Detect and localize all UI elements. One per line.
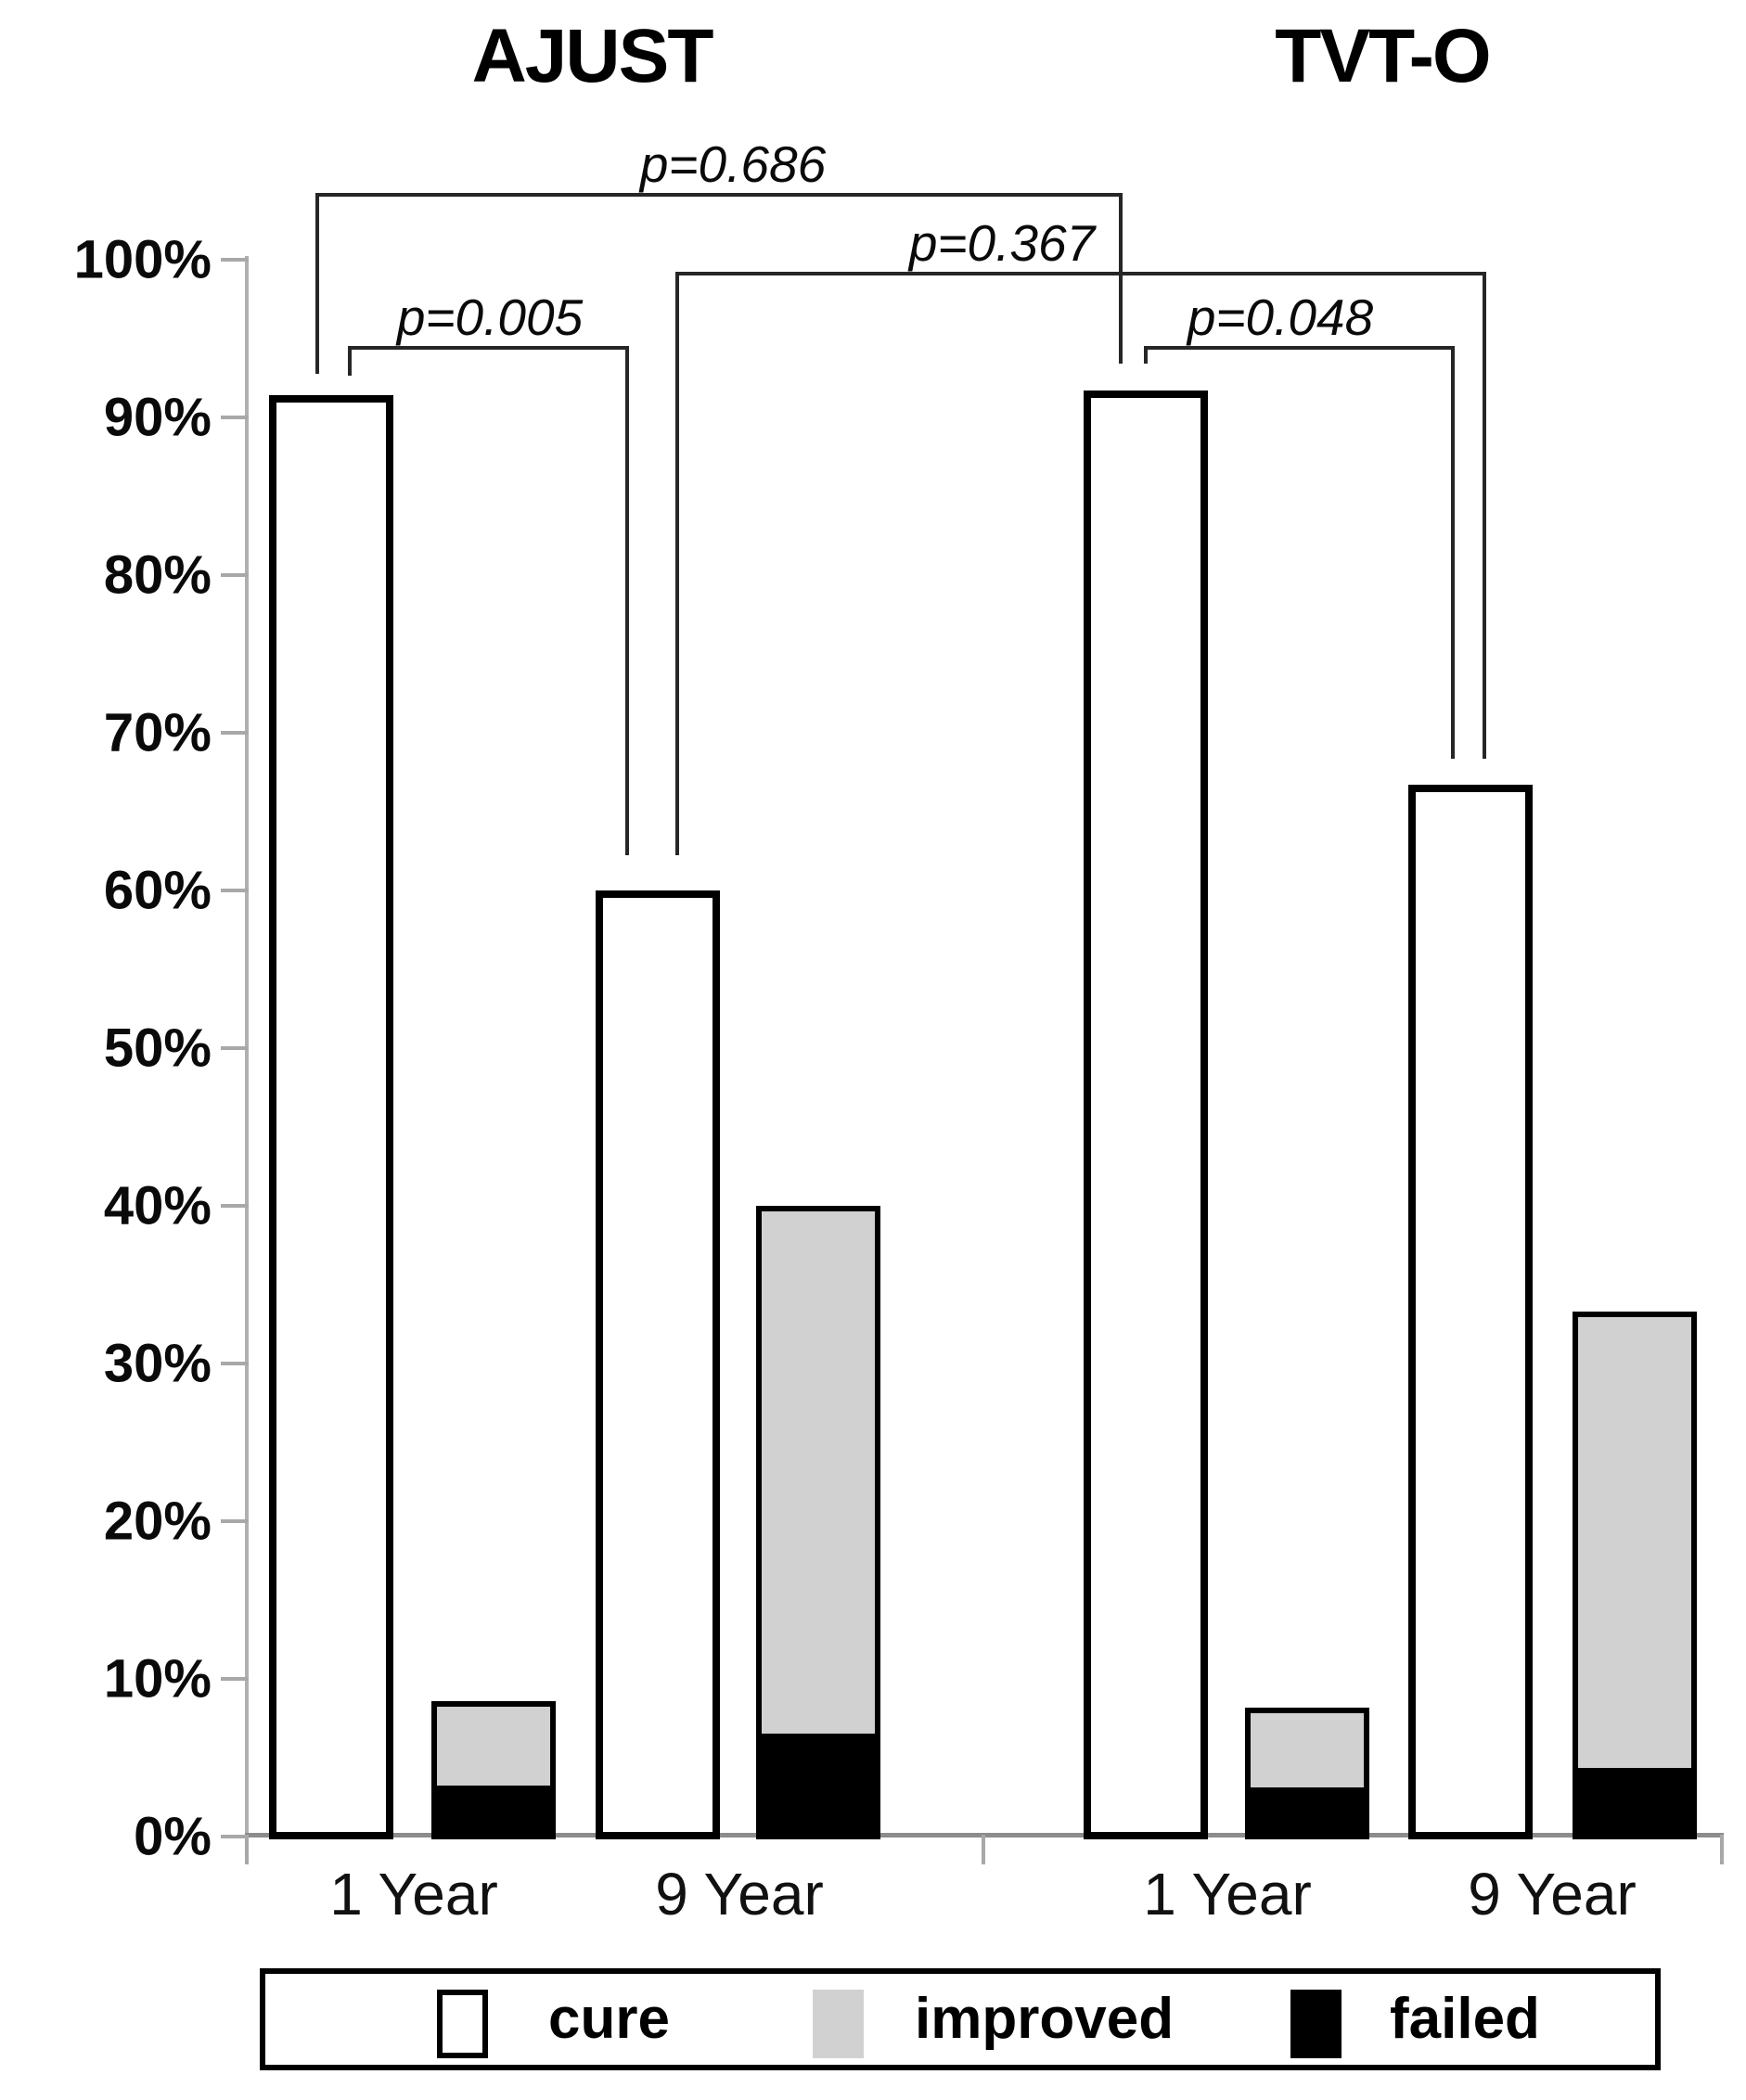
stacked-bar-ajust-9year [756, 1206, 880, 1839]
y-tick-mark [221, 1362, 249, 1365]
stacked-bar-ajust-1year [431, 1700, 556, 1839]
y-tick-label: 60% [103, 860, 212, 921]
cure-bar-ajust-1year [269, 395, 393, 1839]
pvalue-bracket-vertical [625, 346, 629, 855]
x-axis-category-label: 9 Year [655, 1861, 824, 1927]
x-axis-divider-tick [245, 1835, 249, 1864]
y-tick-mark [221, 1046, 249, 1050]
pvalue-bracket-vertical [1451, 346, 1455, 759]
failed-segment [1251, 1786, 1364, 1834]
pvalue-bracket-horizontal [315, 193, 1123, 197]
y-tick-mark [221, 416, 249, 419]
pvalue-bracket-horizontal [675, 272, 1486, 275]
y-tick-label: 100% [73, 229, 212, 290]
y-tick-mark [221, 1677, 249, 1681]
legend-swatch-improved [813, 1990, 864, 2058]
failed-segment [437, 1786, 550, 1834]
pvalue-label: p=0.005 [396, 288, 584, 346]
legend-label-improved: improved [915, 1987, 1175, 2051]
x-axis-divider-tick [982, 1835, 985, 1864]
failed-segment [1578, 1768, 1691, 1834]
pvalue-label: p=0.686 [639, 135, 827, 193]
y-tick-label: 70% [103, 702, 212, 763]
pvalue-bracket-horizontal [348, 346, 629, 350]
y-tick-mark [221, 1204, 249, 1208]
legend-label-cure: cure [548, 1987, 670, 2051]
x-axis-category-label: 1 Year [329, 1861, 498, 1927]
y-tick-label: 40% [103, 1175, 212, 1236]
pvalue-bracket-vertical [348, 346, 352, 376]
y-tick-mark [221, 731, 249, 735]
failed-segment [762, 1734, 875, 1834]
y-tick-label: 50% [103, 1018, 212, 1079]
legend-label-failed: failed [1390, 1987, 1540, 2051]
y-tick-label: 0% [134, 1806, 212, 1867]
x-axis-divider-tick [1720, 1835, 1724, 1864]
y-tick-label: 90% [103, 387, 212, 448]
y-tick-label: 10% [103, 1648, 212, 1709]
y-tick-mark [221, 1835, 249, 1838]
y-tick-mark [221, 889, 249, 892]
pvalue-bracket-horizontal [1144, 346, 1455, 350]
pvalue-label: p=0.367 [908, 214, 1096, 272]
cure-bar-tvt-o-9year [1408, 785, 1533, 1839]
pvalue-bracket-vertical [1483, 272, 1486, 759]
pvalue-bracket-vertical [1144, 346, 1148, 364]
pvalue-label: p=0.048 [1187, 288, 1374, 346]
y-tick-label: 30% [103, 1333, 212, 1394]
y-tick-label: 80% [103, 544, 212, 606]
y-axis-line [245, 256, 249, 1853]
stacked-bar-tvt-o-1year [1245, 1707, 1369, 1839]
x-axis-category-label: 1 Year [1143, 1861, 1312, 1927]
y-tick-mark [221, 573, 249, 577]
stacked-bar-tvt-o-9year [1573, 1311, 1697, 1839]
y-tick-label: 20% [103, 1491, 212, 1552]
pvalue-bracket-vertical [315, 193, 319, 374]
legend: cure improved failed [260, 1968, 1661, 2070]
x-axis-category-label: 9 Year [1468, 1861, 1637, 1927]
cure-bar-ajust-9year [596, 890, 720, 1839]
panel-title-ajust: AJUST [471, 14, 714, 98]
cure-bar-tvt-o-1year [1084, 391, 1208, 1839]
y-tick-mark [221, 1519, 249, 1523]
legend-swatch-failed [1290, 1990, 1342, 2058]
y-tick-mark [221, 258, 249, 262]
panel-title-tvto: TVT-O [1275, 14, 1491, 98]
legend-swatch-cure [437, 1990, 488, 2058]
pvalue-bracket-vertical [1119, 193, 1123, 364]
pvalue-bracket-vertical [675, 272, 679, 855]
